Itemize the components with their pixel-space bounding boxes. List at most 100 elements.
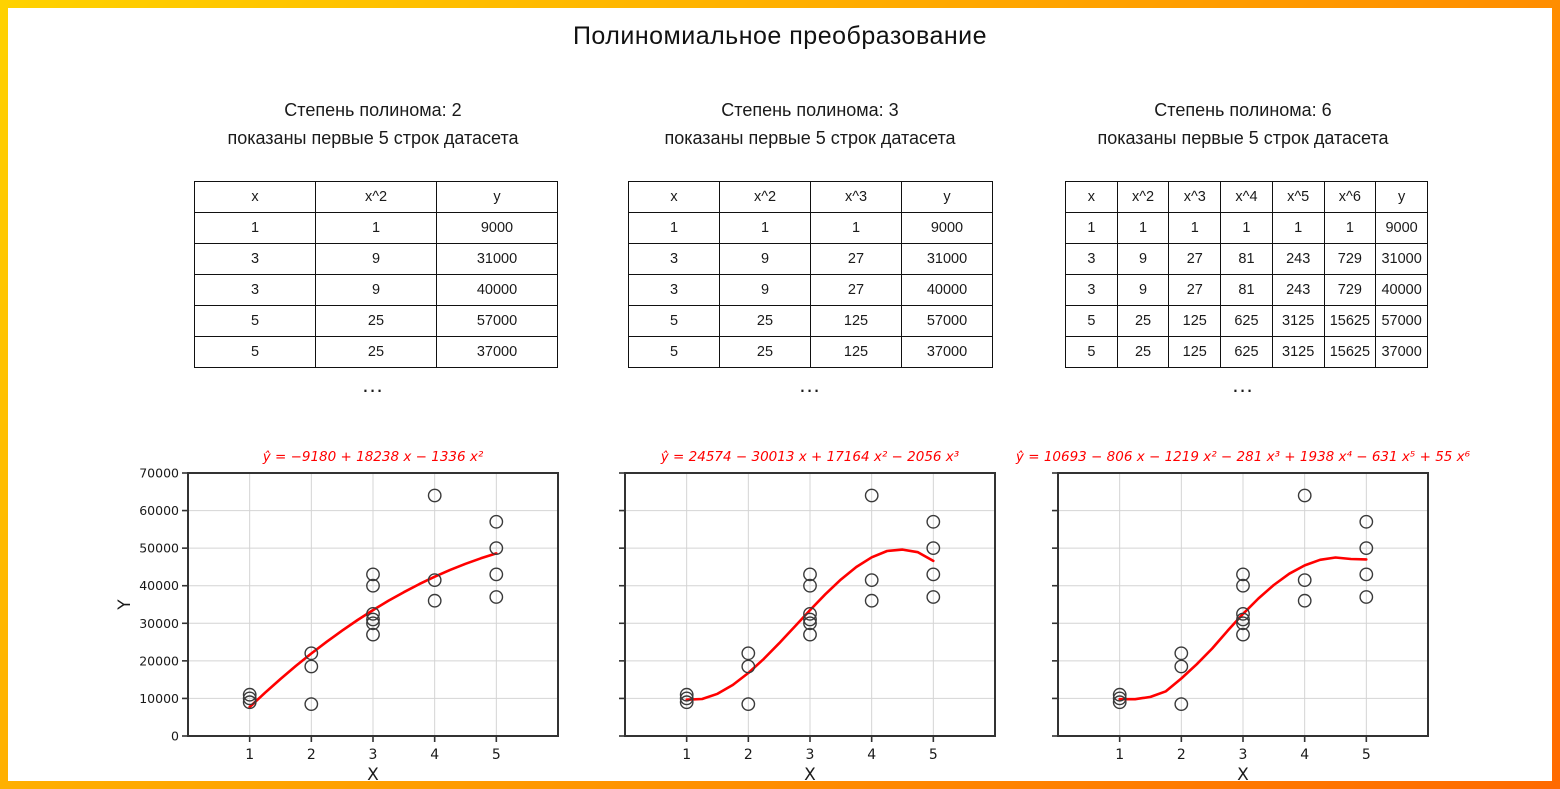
table-cell: 1	[1323, 212, 1377, 244]
scatter-points	[1112, 488, 1374, 712]
dataset-table: x x^2 x^3 y 1 1 1 9000 3 9 27 31000 3 9 27 40000 5 25 125 5…	[628, 181, 993, 368]
table-cell: 1	[1168, 212, 1222, 244]
svg-text:60000: 60000	[139, 503, 179, 518]
table-cell: 25	[1116, 336, 1170, 368]
x-axis-label: X	[804, 765, 816, 781]
table-cell: 1	[1116, 212, 1170, 244]
table-row: 1 1 1 1 1 1 9000	[1065, 212, 1428, 244]
svg-text:5: 5	[1362, 747, 1371, 763]
axis-ticks	[619, 472, 935, 742]
rows-shown-label: показаны первые 5 строк датасета	[664, 128, 956, 148]
panel-subtitle: Степень полинома: 2 показаны первые 5 ст…	[227, 96, 518, 152]
table-cell: 1	[194, 212, 316, 244]
table-cell: 15625	[1323, 336, 1377, 368]
table-header-cell: x^3	[1168, 181, 1222, 213]
table-cell: 5	[194, 305, 316, 337]
table-cell: 25	[719, 336, 811, 368]
x-axis-label: X	[367, 765, 379, 781]
table-cell: 81	[1220, 274, 1273, 306]
scatter-points	[242, 488, 504, 712]
table-cell: 9000	[1375, 212, 1428, 244]
table-cell: 1	[1220, 212, 1273, 244]
scatter-plot: 1 2 3 4 5 0 10000 20000 30000 40000 50000 60000 7000…	[115, 466, 559, 781]
table-cell: 1	[628, 212, 720, 244]
figure-canvas: Полиномиальное преобразование Степень по…	[8, 8, 1552, 781]
table-cell: 25	[1116, 305, 1170, 337]
table-cell: 1	[1065, 212, 1118, 244]
table-header-row: x x^2 x^3 y	[628, 181, 993, 213]
svg-text:40000: 40000	[139, 578, 179, 593]
table-header-cell: x^6	[1323, 181, 1377, 213]
svg-text:3: 3	[1239, 747, 1248, 763]
table-row: 1 1 9000	[194, 212, 558, 244]
table-cell: 31000	[436, 243, 558, 275]
fit-equation: ŷ = 24574 − 30013 x + 17164 x² − 2056 x³	[660, 449, 960, 465]
table-cell: 243	[1271, 243, 1325, 275]
svg-text:1: 1	[682, 747, 691, 763]
table-cell: 9	[315, 243, 437, 275]
x-tick-labels: 1 2 3 4 5	[245, 747, 501, 763]
grid-lines	[625, 472, 995, 737]
table-cell: 15625	[1323, 305, 1377, 337]
table-cell: 57000	[1375, 305, 1428, 337]
degree-label: Степень полинома: 2	[284, 100, 462, 120]
table-cell: 3	[1065, 274, 1118, 306]
rows-shown-label: показаны первые 5 строк датасета	[1097, 128, 1389, 148]
svg-text:4: 4	[867, 747, 876, 763]
table-cell: 27	[810, 243, 902, 275]
fit-curve	[685, 548, 935, 701]
table-cell: 37000	[436, 336, 558, 368]
table-cell: 5	[628, 336, 720, 368]
x-tick-labels: 1 2 3 4 5	[682, 747, 938, 763]
table-cell: 5	[194, 336, 316, 368]
table-cell: 27	[1168, 243, 1222, 275]
table-header-row: x x^2 y	[194, 181, 558, 213]
y-axis-label: Y	[115, 599, 135, 611]
table-header-cell: x^4	[1220, 181, 1273, 213]
svg-text:10000: 10000	[139, 691, 179, 706]
table-header-cell: x^2	[719, 181, 811, 213]
dataset-table: x x^2 y 1 1 9000 3 9 31000 3 9 40000 5 25 57000 5 25 3700…	[194, 181, 558, 368]
table-header-row: x x^2 x^3 x^4 x^5 x^6 y	[1065, 181, 1428, 213]
svg-text:20000: 20000	[139, 653, 179, 668]
table-cell: 5	[628, 305, 720, 337]
table-cell: 1	[1271, 212, 1325, 244]
table-header-cell: x^5	[1271, 181, 1325, 213]
table-row: 5 25 125 625 3125 15625 37000	[1065, 336, 1428, 368]
table-cell: 9000	[436, 212, 558, 244]
table-cell: 57000	[436, 305, 558, 337]
svg-text:1: 1	[245, 747, 254, 763]
fit-equation: ŷ = −9180 + 18238 x − 1336 x²	[262, 449, 484, 465]
table-header-cell: x	[194, 181, 316, 213]
table-cell: 9	[719, 274, 811, 306]
table-row: 3 9 27 81 243 729 31000	[1065, 243, 1428, 275]
table-cell: 9	[719, 243, 811, 275]
table-header-cell: x^2	[1116, 181, 1170, 213]
table-row: 3 9 27 81 243 729 40000	[1065, 274, 1428, 306]
svg-text:2: 2	[744, 747, 753, 763]
table-header-cell: x^2	[315, 181, 437, 213]
table-cell: 40000	[1375, 274, 1428, 306]
table-cell: 9	[1116, 243, 1170, 275]
table-cell: 3125	[1271, 336, 1325, 368]
table-cell: 729	[1323, 274, 1377, 306]
svg-text:4: 4	[1300, 747, 1309, 763]
table-cell: 125	[1168, 336, 1222, 368]
table-row: 5 25 125 625 3125 15625 57000	[1065, 305, 1428, 337]
table-ellipsis: ...	[362, 372, 384, 397]
table-cell: 37000	[1375, 336, 1428, 368]
table-header-cell: x	[1065, 181, 1118, 213]
table-cell: 25	[719, 305, 811, 337]
table-cell: 243	[1271, 274, 1325, 306]
axes-spines	[624, 472, 996, 737]
panel-degree-6: Степень полинома: 6 показаны первые 5 ст…	[8, 8, 1552, 781]
svg-text:70000: 70000	[139, 466, 179, 481]
table-cell: 625	[1220, 305, 1273, 337]
table-cell: 31000	[1375, 243, 1428, 275]
panel-degree-2: Степень полинома: 2 показаны первые 5 ст…	[8, 8, 1552, 781]
table-cell: 625	[1220, 336, 1273, 368]
table-row: 3 9 40000	[194, 274, 558, 306]
panel-degree-3: Степень полинома: 3 показаны первые 5 ст…	[8, 8, 1552, 781]
x-tick-labels: 1 2 3 4 5	[1115, 747, 1371, 763]
svg-text:3: 3	[806, 747, 815, 763]
